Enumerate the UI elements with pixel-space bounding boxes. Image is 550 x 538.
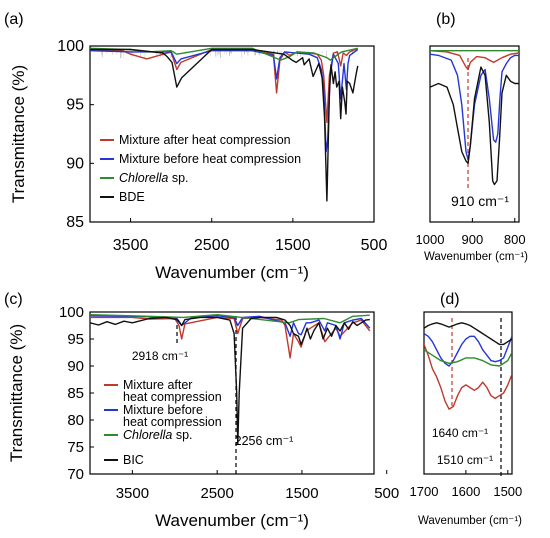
- series-group-a: [90, 47, 359, 202]
- series-line-d-1: [424, 333, 512, 367]
- x-tick-label-b: 1000: [416, 232, 445, 247]
- x-tick-label-a: 1500: [275, 237, 311, 254]
- series-line-b-3: [430, 66, 519, 186]
- panel-tag-d: (d): [440, 291, 460, 308]
- x-axis-label-a: Wavenumber (cm⁻¹): [155, 263, 309, 282]
- series-line-c-3: [90, 316, 370, 445]
- series-line-d-3: [424, 322, 512, 346]
- y-tick-label-a: 100: [57, 38, 84, 55]
- series-line-b-0: [430, 50, 519, 71]
- series-line-d-0: [424, 344, 512, 410]
- series-group-c: [90, 314, 371, 445]
- y-tick-label-c: 95: [67, 331, 84, 348]
- plot-frame-a: [89, 45, 375, 223]
- annotation-c: 2918 cm⁻¹: [132, 349, 188, 363]
- x-tick-label-b: 800: [504, 232, 526, 247]
- x-tick-label-b: 900: [462, 232, 484, 247]
- series-line-c-0: [90, 316, 371, 359]
- legend-label-c: Mixture after heat compression: [123, 378, 222, 404]
- series-group-d: [424, 322, 512, 410]
- legend-a: Mixture after heat compression Mixture be…: [100, 133, 301, 204]
- panel-a: (a) 3500 2500 1500 500 85 90 95 100 Wavenumber (…: [4, 11, 387, 282]
- panel-c: (c) 3500 2500 1500 500 70 75 80 85 90 95 100 Wavenu…: [4, 291, 399, 530]
- x-tick-label-a: 500: [361, 237, 388, 254]
- y-tick-label-c: 85: [67, 385, 84, 402]
- y-tick-label-a: 90: [66, 155, 84, 172]
- annotation-c: 2256 cm⁻¹: [235, 434, 294, 448]
- legend-label-a: Mixture after heat compression: [119, 133, 291, 147]
- plot-frame-d: [423, 311, 513, 475]
- annotation-b: 910 cm⁻¹: [451, 193, 509, 209]
- y-axis-label-c: Transmittance (%): [7, 324, 26, 462]
- x-tick-label-d: 1600: [451, 484, 480, 499]
- y-axis-label-a: Transmittance (%): [9, 65, 28, 203]
- x-tick-label-c: 1500: [285, 485, 318, 502]
- y-tick-label-c: 90: [67, 358, 84, 375]
- series-line-c-1: [90, 315, 371, 340]
- x-tick-label-c: 3500: [116, 485, 149, 502]
- y-tick-label-c: 80: [67, 412, 84, 429]
- legend-label-c: Mixture before heat compression: [123, 403, 222, 429]
- x-axis-label-b: Wavenumber (cm⁻¹): [424, 251, 528, 263]
- x-tick-label-d: 1700: [410, 484, 439, 499]
- x-tick-label-a: 2500: [194, 237, 230, 254]
- x-axis-label-d: Wavenumber (cm⁻¹): [418, 515, 522, 527]
- legend-label-a: Mixture before heat compression: [119, 152, 301, 166]
- plot-frame-b: [429, 45, 520, 223]
- y-tick-label-c: 75: [67, 439, 84, 456]
- legend-label-c: Chlorella sp.: [123, 428, 193, 442]
- panel-tag-c: (c): [4, 291, 23, 308]
- x-tick-label-c: 2500: [200, 485, 233, 502]
- x-tick-label-a: 3500: [113, 237, 149, 254]
- legend-label-a: BDE: [119, 190, 145, 204]
- y-tick-label-a: 95: [66, 97, 84, 114]
- legend-label-a: Chlorella sp.: [119, 171, 189, 185]
- y-tick-label-c: 70: [67, 466, 84, 483]
- x-tick-label-c: 500: [374, 485, 399, 502]
- legend-label-c: BIC: [123, 453, 144, 467]
- panel-tag-b: (b): [436, 11, 456, 28]
- panel-d: (d) 1700 1600 1500 Wavenumber (cm⁻¹) 1640 cm…: [410, 291, 523, 527]
- series-line-d-2: [424, 349, 512, 367]
- x-tick-label-d: 1500: [493, 484, 522, 499]
- panel-b: (b) 1000 900 800 Wavenumber (cm⁻¹) 910 cm⁻¹: [416, 11, 529, 263]
- panel-tag-a: (a): [4, 11, 24, 28]
- series-line-b-1: [430, 53, 519, 161]
- annotation-d: 1640 cm⁻¹: [432, 426, 488, 440]
- annotation-d: 1510 cm⁻¹: [437, 453, 493, 467]
- y-tick-label-c: 100: [59, 304, 84, 321]
- y-tick-label-a: 85: [66, 214, 84, 231]
- x-axis-label-c: Wavenumber (cm⁻¹): [155, 511, 309, 530]
- series-line-a-3: [90, 48, 359, 202]
- series-group-b: [430, 50, 519, 186]
